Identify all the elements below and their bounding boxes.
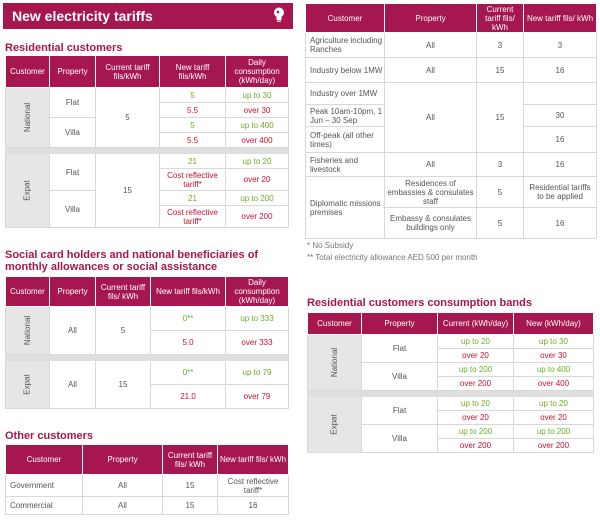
table-row: Fisheries and livestock All 3 16 [305, 152, 597, 177]
table-row: Diplomatic missions premises Residences … [305, 176, 597, 239]
social-table: Customer Property Current tariff fils/ k… [5, 276, 289, 409]
residential-heading: Residential customers [5, 42, 123, 54]
table-row: 5.5 over 30 [6, 102, 289, 118]
table-row: 21.0 over 79 [6, 384, 289, 409]
group-expat: Expat [307, 396, 362, 453]
other-table: Customer Property Current tariff fils/ k… [5, 444, 289, 515]
table-row: Expat Flat up to 20 up to 20 [307, 396, 594, 453]
footnote-no-subsidy: * No Subsidy [307, 241, 354, 250]
table-row: Embassy & consulates buildings only 5 16 [306, 207, 597, 239]
table-row: Expat Flat 15 21 up to 20 [5, 153, 289, 228]
table-row: Cost reflective tariff* over 200 [6, 205, 289, 228]
table-row: Industry below 1MW All 15 16 [305, 57, 597, 83]
group-national: National [5, 306, 50, 355]
group-national: National [307, 334, 362, 391]
group-expat: Expat [5, 153, 50, 228]
table-row: 5.5 over 400 [6, 132, 289, 148]
table-row: Industry over 1MW All 15 [305, 82, 597, 153]
table-row: National Flat up to 20 up to 30 [307, 334, 594, 391]
col-daily: Daily consumption (kWh/day) [225, 55, 289, 88]
page-title: New electricity tariffs [12, 8, 153, 24]
table-row: over 200 over 200 [308, 438, 594, 453]
lightbulb-icon [274, 7, 284, 22]
other-heading: Other customers [5, 430, 94, 442]
footnote-allowance: ** Total electricity allowance AED 500 p… [307, 253, 478, 262]
col-property: Property [49, 55, 96, 88]
table-row: Villa up to 200 up to 200 [308, 424, 594, 453]
table-row: Cost reflective tariff* over 20 [6, 168, 289, 191]
table-row: Peak 10am-10pm, 1 Jun – 30 Sep 30 [305, 104, 597, 127]
group-expat: Expat [5, 360, 50, 409]
table-row: Villa up to 200 up to 400 [308, 362, 594, 391]
table-row: Commercial All 15 16 [5, 496, 289, 515]
table-row: National All 5 0** up to 333 [5, 306, 289, 355]
table-row: over 20 over 30 [308, 348, 594, 363]
bands-heading: Residential customers consumption bands [307, 297, 532, 309]
col-customer: Customer [5, 55, 50, 88]
col-new: New tariff fils/kWh [159, 55, 226, 88]
group-national: National [5, 87, 50, 148]
social-heading: Social card holders and national benefic… [5, 249, 259, 273]
nonresidential-table: Customer Property Current tariff fils/ k… [305, 3, 597, 239]
bands-table: Customer Property Current (kWh/day) New … [307, 312, 594, 453]
col-current: Current tariff fils/kWh [95, 55, 160, 88]
table-row: Agriculture including Ranches All 3 3 [305, 32, 597, 58]
title-banner: New electricity tariffs [3, 3, 293, 29]
residential-table: Customer Property Current tariff fils/kW… [5, 55, 289, 228]
table-row: Government All 15 Cost reflective tariff… [5, 474, 289, 497]
table-row: National Flat 5 5 up to 30 [5, 87, 289, 148]
table-row: 5.0 over 333 [6, 330, 289, 355]
table-row: Expat All 15 0** up to 79 [5, 360, 289, 409]
table-row: Off-peak (all other times) 16 [305, 126, 597, 153]
